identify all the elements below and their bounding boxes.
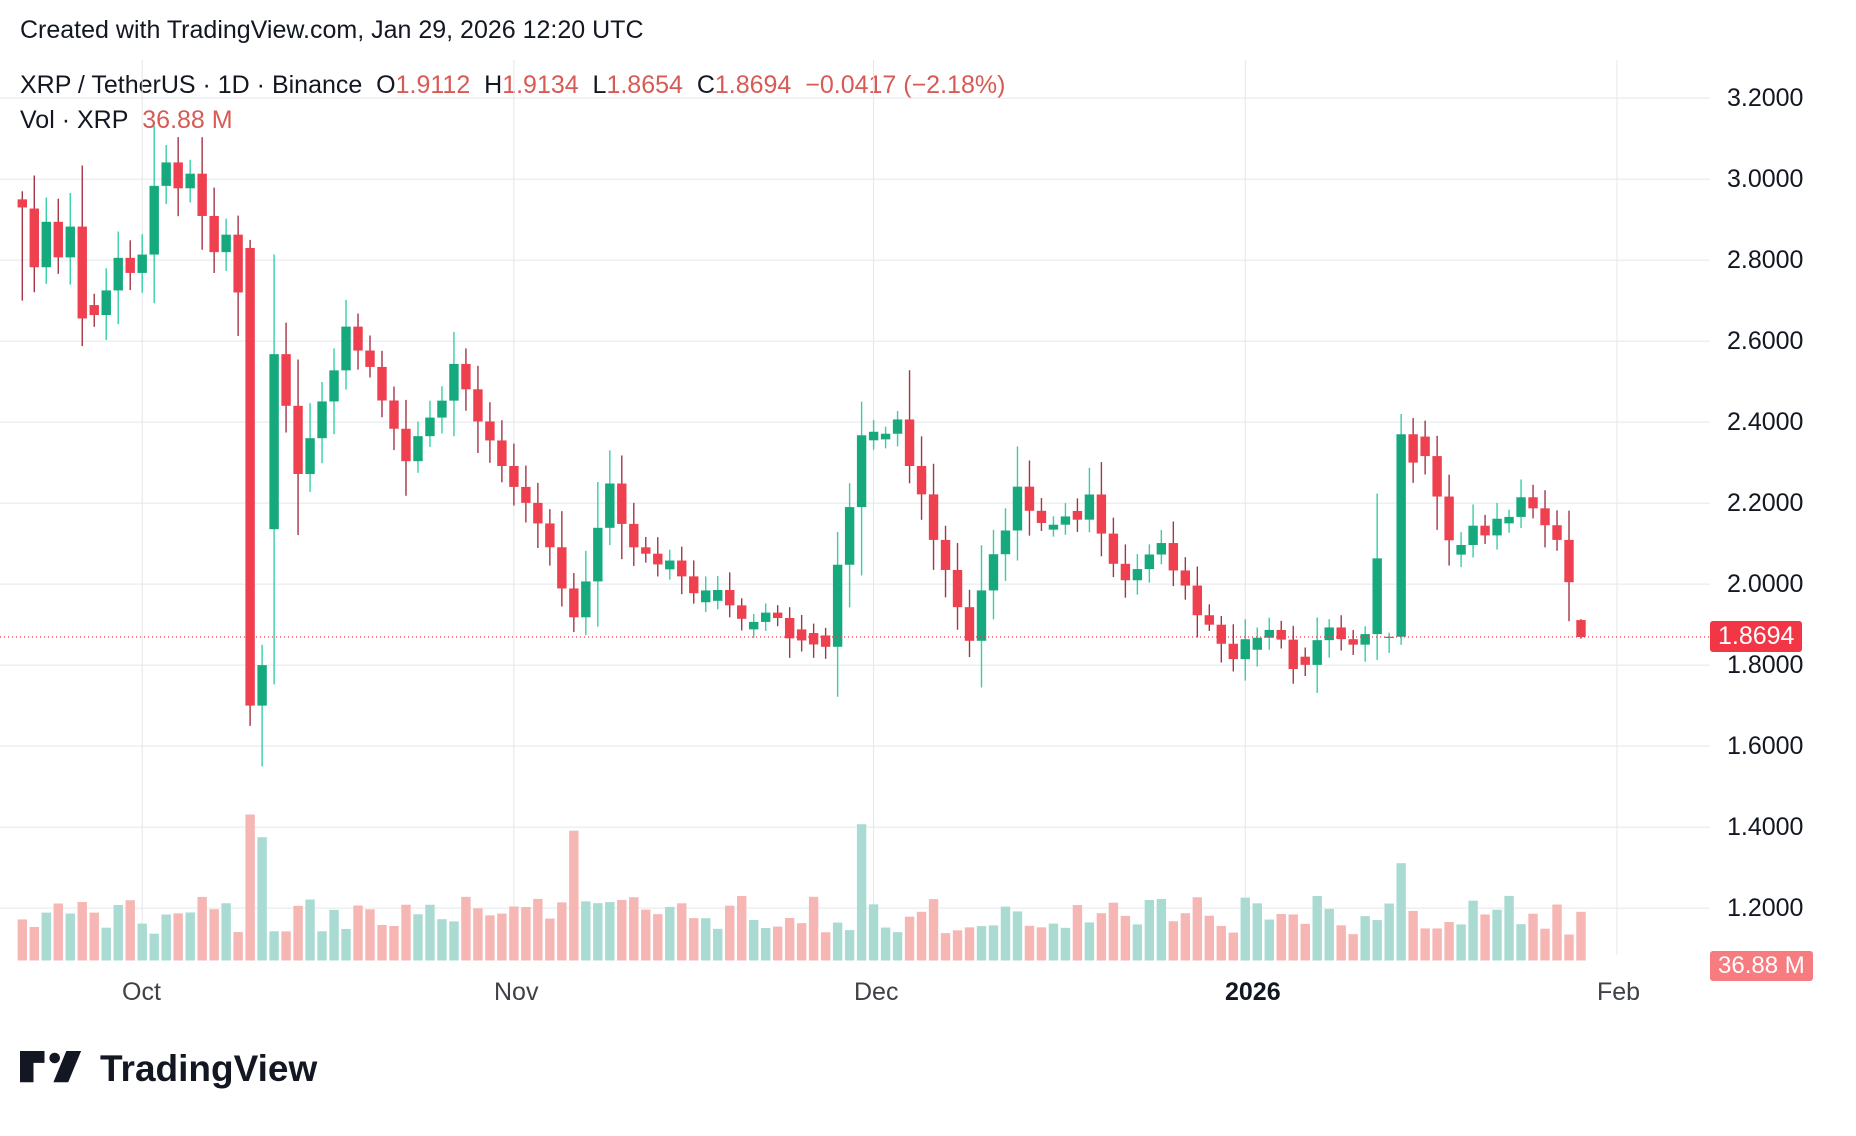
svg-text:TradingView: TradingView xyxy=(100,1048,317,1089)
